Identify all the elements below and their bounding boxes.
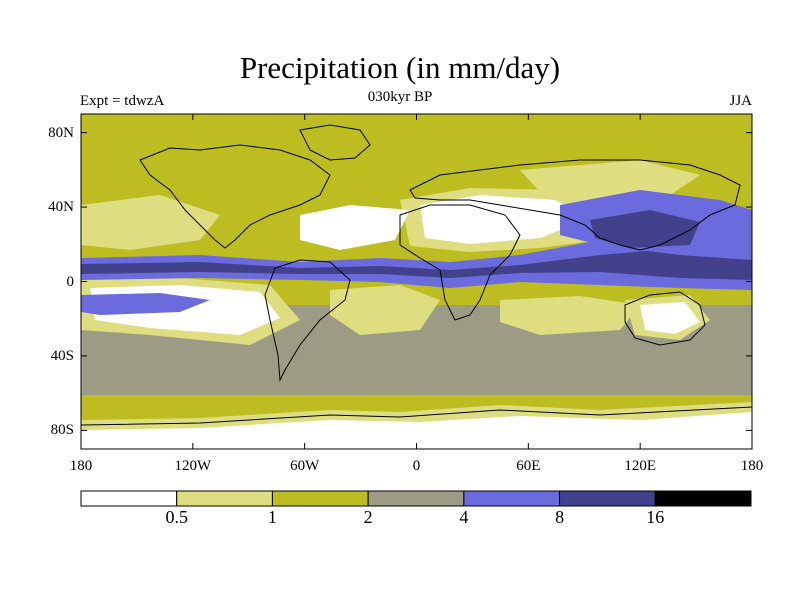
colorbar-label: 2 xyxy=(363,507,373,527)
y-tick-label: 80S xyxy=(50,422,74,439)
itcz-band xyxy=(81,235,752,290)
x-tick-label: 0 xyxy=(412,458,421,474)
y-tick-label: 0 xyxy=(66,273,75,290)
colorbar-swatch xyxy=(271,490,369,507)
y-tick-label: 40N xyxy=(48,199,74,216)
map-title: Precipitation (in mm/day) xyxy=(239,50,561,85)
spcz-band xyxy=(81,293,210,315)
period-label: 030kyr BP xyxy=(367,89,433,105)
x-tick-label: 120W xyxy=(174,458,212,474)
experiment-label: Expt = tdwzA xyxy=(80,93,165,109)
antarctic-dry xyxy=(81,412,752,449)
colorbar-swatch xyxy=(559,490,656,507)
x-tick-label: 120E xyxy=(624,458,656,474)
colorbar-label: 1 xyxy=(267,507,277,527)
sindian-dry xyxy=(500,296,640,335)
itcz-core xyxy=(81,248,752,280)
y-tick-label: 80N xyxy=(48,124,74,141)
colorbar-label: 8 xyxy=(555,507,565,527)
colorbar-swatch xyxy=(367,490,465,507)
arctic-band xyxy=(81,114,752,136)
precip-field xyxy=(81,114,752,449)
colorbar-swatch xyxy=(654,490,752,507)
colorbar-label: 0.5 xyxy=(165,507,188,527)
y-tick-label: 40S xyxy=(50,347,74,364)
season-label: JJA xyxy=(729,93,752,109)
north-america-coast xyxy=(139,144,331,249)
south-america-coast xyxy=(264,259,351,382)
sahara-dry xyxy=(420,195,590,244)
natlantic-dry xyxy=(300,205,410,250)
colorbar-swatch xyxy=(463,490,561,507)
antarctica-coast xyxy=(81,406,752,426)
steppe-dry xyxy=(520,160,700,200)
colorbar xyxy=(80,490,752,507)
africa-coast xyxy=(399,204,521,321)
npacific-margin xyxy=(81,195,220,250)
australia-coast xyxy=(624,291,706,346)
colorbar-swatch xyxy=(176,490,273,507)
x-tick-label: 60W xyxy=(290,458,320,474)
x-tick-label: 180 xyxy=(69,458,93,474)
x-tick-label: 60E xyxy=(516,458,541,474)
greenland-coast xyxy=(299,124,371,161)
colorbar-label: 4 xyxy=(459,507,469,527)
colorbar-label: 16 xyxy=(646,507,665,527)
x-tick-label: 180 xyxy=(740,458,764,474)
colorbar-swatch xyxy=(80,490,178,507)
coastlines xyxy=(81,124,752,426)
satlantic-margin xyxy=(330,285,440,335)
australia-dry xyxy=(640,302,700,334)
eurasia-coast xyxy=(409,159,741,251)
tick-marks xyxy=(80,114,753,449)
